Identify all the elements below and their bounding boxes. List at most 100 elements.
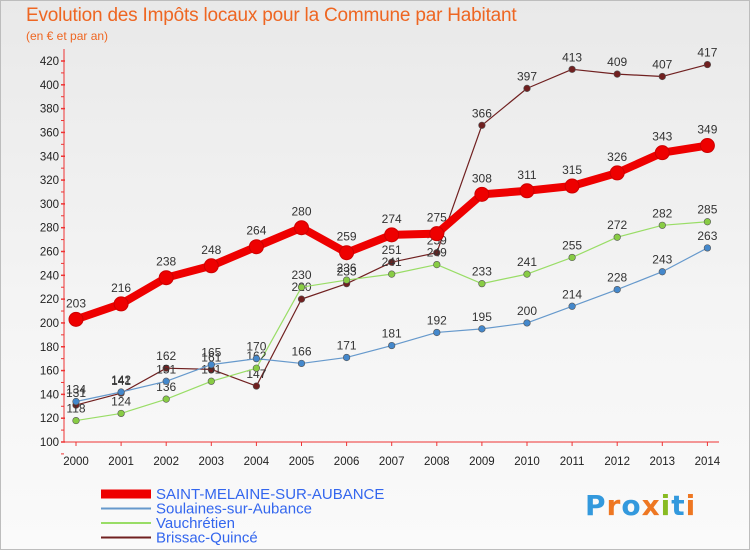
data-label: 166	[291, 344, 311, 358]
x-tick-label: 2010	[514, 456, 540, 468]
data-label: 230	[291, 268, 311, 282]
data-label: 275	[427, 211, 447, 225]
data-label: 228	[607, 271, 627, 285]
logo-letter: i	[660, 489, 672, 522]
data-point	[433, 328, 441, 337]
data-point	[658, 268, 666, 276]
data-label: 142	[111, 373, 131, 387]
data-point	[252, 382, 260, 390]
data-point	[162, 364, 170, 372]
x-tick-label: 2004	[244, 456, 270, 468]
data-label: 249	[427, 246, 447, 260]
data-label: 200	[517, 304, 537, 318]
x-tick-label: 2007	[379, 456, 405, 468]
data-point	[384, 227, 400, 243]
y-tick-label: 340	[40, 151, 59, 163]
data-point	[478, 280, 486, 288]
data-label: 238	[156, 255, 176, 269]
data-label: 216	[111, 281, 131, 295]
data-point	[564, 178, 580, 194]
data-label: 259	[337, 230, 357, 244]
data-label: 326	[607, 150, 627, 164]
data-point	[654, 145, 670, 161]
data-point	[297, 295, 306, 303]
data-label: 214	[562, 287, 582, 301]
data-point	[699, 138, 715, 154]
data-label: 134	[66, 383, 86, 397]
data-point	[609, 165, 625, 181]
data-point	[162, 395, 170, 403]
data-point	[523, 84, 531, 92]
data-point	[568, 302, 576, 310]
y-tick-label: 180	[40, 342, 59, 354]
y-tick-label: 300	[40, 199, 59, 211]
data-label: 165	[201, 346, 221, 360]
data-label: 161	[201, 350, 221, 364]
data-point	[252, 355, 260, 363]
data-point	[703, 218, 712, 226]
data-label: 233	[472, 265, 492, 279]
data-label: 141	[111, 374, 131, 388]
x-tick-label: 2011	[560, 456, 585, 468]
y-tick-label: 320	[40, 175, 59, 187]
data-point	[207, 361, 215, 369]
data-point	[658, 72, 666, 81]
data-label: 264	[246, 224, 266, 238]
data-label: 248	[201, 243, 221, 257]
legend-label: Soulaines-sur-Aubance	[156, 501, 312, 518]
data-point	[297, 359, 306, 368]
data-label: 280	[291, 205, 311, 219]
data-label: 417	[697, 46, 717, 60]
data-point	[658, 221, 666, 229]
data-point	[207, 377, 215, 385]
x-tick-label: 2001	[108, 456, 134, 468]
x-tick-label: 2013	[650, 456, 676, 468]
data-point	[343, 353, 351, 362]
y-tick-label: 100	[40, 437, 59, 449]
logo-letter: r	[606, 489, 622, 522]
data-label: 118	[66, 402, 85, 416]
y-tick-label: 380	[40, 104, 59, 116]
data-point	[568, 65, 576, 73]
data-point	[388, 258, 396, 266]
x-tick-label: 2012	[604, 456, 630, 468]
data-point	[613, 286, 621, 294]
data-label: 233	[337, 265, 357, 279]
data-point	[72, 416, 80, 425]
data-label: 241	[382, 255, 402, 269]
data-label: 282	[652, 206, 672, 220]
data-label: 263	[697, 229, 717, 243]
chart-subtitle: (en € et par an)	[26, 29, 109, 43]
data-label: 171	[337, 338, 357, 352]
data-point	[72, 397, 80, 406]
data-point	[117, 388, 125, 396]
data-label: 151	[201, 362, 221, 376]
data-point	[433, 260, 441, 269]
data-label: 285	[697, 203, 717, 217]
data-point	[248, 239, 264, 255]
data-label: 241	[517, 255, 537, 269]
data-point	[113, 296, 129, 312]
data-label: 236	[337, 261, 357, 275]
x-tick-label: 2000	[63, 456, 89, 468]
logo-letter: t	[671, 489, 686, 522]
x-tick-label: 2006	[334, 456, 360, 468]
data-label: 195	[472, 310, 492, 324]
data-point	[568, 253, 576, 262]
data-point	[388, 341, 396, 350]
data-point	[203, 258, 219, 274]
x-tick-label: 2002	[153, 456, 179, 468]
data-point	[478, 121, 486, 129]
data-point	[523, 319, 531, 327]
data-label: 131	[66, 386, 86, 400]
data-point	[613, 233, 621, 241]
x-tick-label: 2009	[469, 456, 495, 468]
data-point	[162, 377, 170, 385]
y-tick-label: 260	[40, 247, 59, 259]
y-tick-label: 360	[40, 127, 59, 139]
chart-title: Evolution des Impôts locaux pour la Comm…	[26, 5, 517, 26]
data-label: 243	[652, 253, 672, 267]
proxiti-logo: Proxiti	[585, 489, 696, 522]
